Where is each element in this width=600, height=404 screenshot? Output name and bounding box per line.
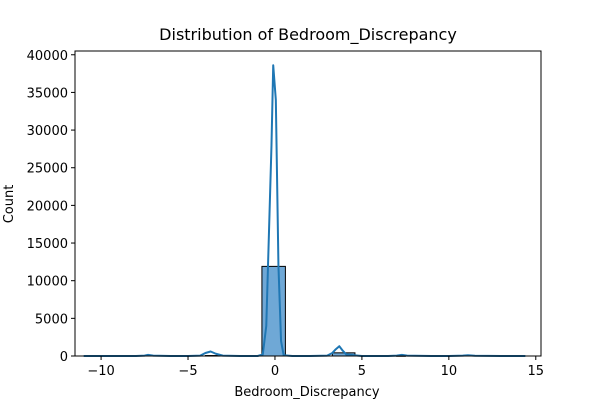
x-tick-label: 10: [441, 364, 458, 379]
x-axis-label: Bedroom_Discrepancy: [234, 385, 380, 400]
y-tick-label: 10000: [27, 275, 68, 290]
y-tick-label: 30000: [27, 124, 68, 139]
chart-title: Distribution of Bedroom_Discrepancy: [159, 25, 457, 45]
y-tick-label: 25000: [27, 162, 68, 177]
x-tick-label: −5: [178, 364, 197, 379]
x-tick-label: 15: [528, 364, 545, 379]
y-axis-label: Count: [2, 185, 17, 224]
y-tick-label: 5000: [35, 312, 68, 327]
x-tick-label: 5: [358, 364, 366, 379]
y-tick-label: 20000: [27, 199, 68, 214]
x-tick-label: −10: [87, 364, 114, 379]
y-tick-label: 35000: [27, 86, 68, 101]
y-tick-label: 40000: [27, 49, 68, 64]
x-tick-label: 0: [271, 364, 279, 379]
y-tick-label: 0: [60, 350, 68, 365]
plot-area: −10 −5 0 5 10 15 0 5000 10000 15000 20000 25000 3000…: [27, 49, 544, 379]
y-tick-label: 15000: [27, 237, 68, 252]
axes-frame: [74, 50, 542, 357]
